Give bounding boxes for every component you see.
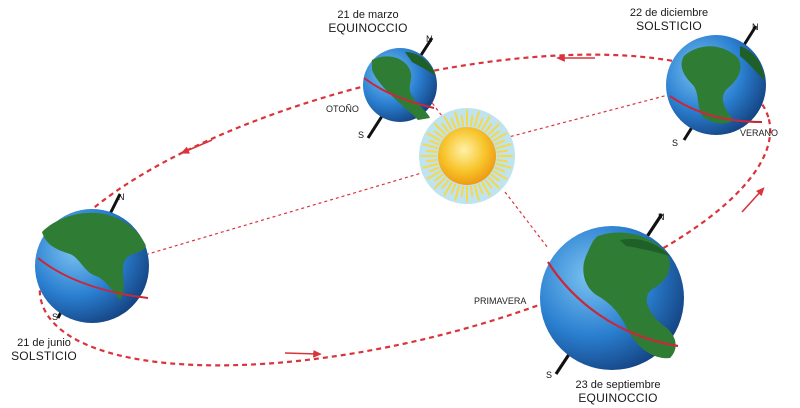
orbit-arrow (741, 187, 765, 213)
sun-ray (433, 130, 444, 139)
september-kind: EQUINOCCIO (578, 390, 658, 405)
june-date: 21 de junio (17, 337, 71, 349)
sun-ray (450, 183, 457, 195)
sun-ray (441, 122, 450, 133)
sun-ray (494, 139, 506, 146)
earth-september: N S (540, 212, 684, 380)
june-kind: SOLSTICIO (11, 348, 77, 363)
sun-ray (450, 117, 457, 129)
label-june: 21 de junio SOLSTICIO (0, 337, 88, 363)
label-september: 23 de septiembre EQUINOCCIO (560, 379, 676, 405)
earth-june: N S (35, 192, 149, 323)
earth-december: N S (666, 22, 766, 148)
sun-ray (433, 173, 444, 182)
sun-ray (426, 132, 442, 142)
sun-ray (433, 122, 447, 136)
south-axis-label: S (358, 130, 364, 140)
sun-ray (443, 115, 453, 131)
sun-ray (473, 111, 480, 128)
december-kind: SOLSTICIO (636, 18, 702, 33)
sun-ray (454, 111, 461, 128)
label-march: 21 de marzo EQUINOCCIO (318, 9, 418, 35)
sun-ray (473, 184, 480, 201)
sun (419, 108, 515, 204)
sun-ray (481, 115, 491, 131)
sun-ray (426, 170, 442, 180)
north-axis-label: N (658, 212, 665, 222)
sun-ray (433, 176, 447, 190)
orbit-direction-arrows (180, 54, 765, 358)
sun-rays-to-earth (147, 93, 673, 255)
sun-ray (495, 143, 512, 150)
sun-ray (490, 173, 501, 182)
sun-ray (492, 132, 508, 142)
sun-ray (496, 149, 508, 154)
sun-ray (422, 143, 439, 150)
north-axis-label: N (118, 192, 125, 202)
sun-rays (421, 110, 513, 202)
sun-ray (460, 185, 465, 197)
label-december: 22 de diciembre SOLSTICIO (614, 7, 724, 33)
sun-ray (426, 149, 438, 154)
orbit-arrow (284, 350, 322, 358)
south-axis-label: S (52, 312, 58, 322)
sun-ray (428, 166, 440, 173)
sun-ray (492, 170, 508, 180)
sun-ray (469, 185, 474, 197)
sun-ray (487, 176, 501, 190)
sun-ray (477, 183, 484, 195)
north-axis-label: N (752, 22, 759, 32)
sun-ray (460, 115, 465, 127)
march-kind: EQUINOCCIO (328, 20, 408, 35)
sun-ray (484, 122, 493, 133)
sun-ray (494, 166, 506, 173)
sun-ray (469, 115, 474, 127)
sun-ray (426, 158, 438, 163)
south-axis-label: S (672, 138, 678, 148)
sun-ray (477, 117, 484, 129)
sun-ray (454, 184, 461, 201)
sun-ray (428, 139, 440, 146)
sun-ray (490, 130, 501, 139)
orbit-arrow (180, 139, 213, 154)
sun-ray (443, 181, 453, 197)
south-axis-label: S (546, 370, 552, 380)
north-axis-label: N (426, 34, 433, 44)
sun-ray (484, 179, 493, 190)
september-date: 23 de septiembre (575, 379, 661, 391)
sun-ray (441, 179, 450, 190)
december-date: 22 de diciembre (629, 7, 709, 19)
sun-ray (487, 122, 501, 136)
march-date: 21 de marzo (337, 9, 399, 21)
season-spring: PRIMAVERA (474, 296, 527, 306)
season-summer: VERANO (740, 128, 779, 138)
earth-march: N S (358, 34, 437, 140)
sun-ray (481, 181, 491, 197)
sun-ray (495, 162, 512, 169)
sun-ray (496, 158, 508, 163)
season-autumn: OTOÑO (326, 104, 359, 114)
sun-ray (422, 162, 439, 169)
